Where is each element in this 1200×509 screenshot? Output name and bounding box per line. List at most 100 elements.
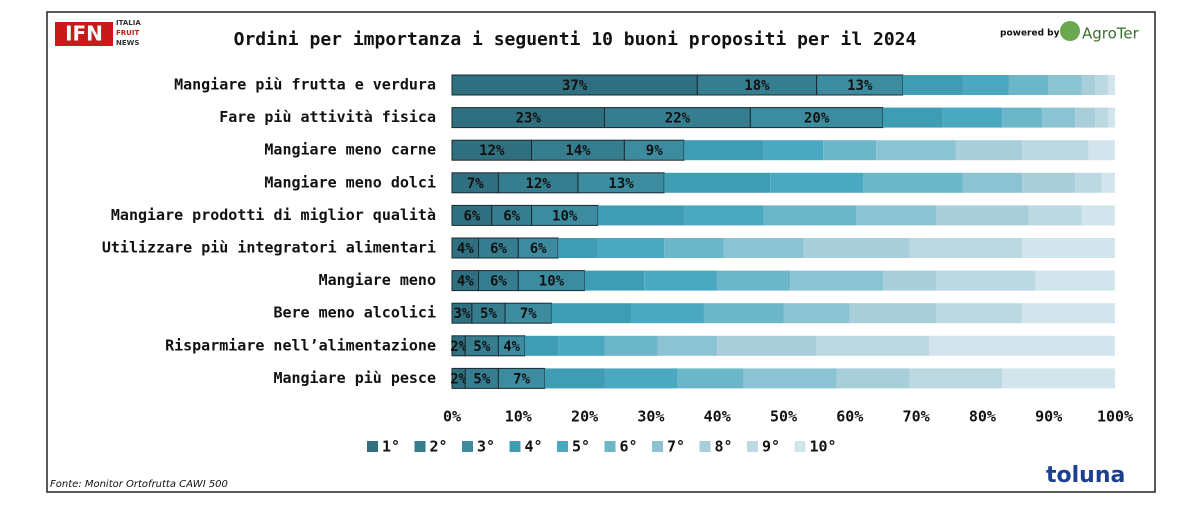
- legend-label: 1°: [382, 438, 400, 456]
- x-tick-label: 80%: [969, 408, 996, 426]
- bar-segment: [677, 368, 744, 389]
- bar-segment: [551, 303, 632, 324]
- bar-segment: [935, 270, 1036, 291]
- bar-segment: [1081, 75, 1096, 95]
- source: Fonte: Monitor Ortofrutta CAWI 500: [50, 479, 228, 490]
- data-label: 6%: [490, 274, 507, 290]
- data-label: 9%: [646, 143, 663, 159]
- bar-segment: [882, 107, 943, 128]
- data-label: 7%: [520, 306, 537, 322]
- legend-swatch: [794, 441, 806, 452]
- y-tick-label: Mangiare meno: [319, 271, 436, 289]
- bar-segment: [558, 238, 598, 258]
- bar-segment: [942, 107, 1003, 128]
- bar-segment: [1042, 107, 1076, 128]
- data-label: 37%: [562, 78, 588, 94]
- bar-segment: [1002, 368, 1115, 389]
- bar-segment: [836, 368, 910, 389]
- legend-label: 8°: [715, 438, 733, 456]
- bar-segment: [962, 172, 1023, 193]
- legend-label: 2°: [430, 438, 448, 456]
- bar-segment: [909, 368, 1003, 389]
- bar-segment: [1028, 205, 1082, 226]
- x-tick-label: 40%: [704, 408, 731, 426]
- x-tick-label: 0%: [443, 408, 461, 426]
- y-tick-label: Risparmiare nell’alimentazione: [165, 336, 436, 354]
- data-label: 4%: [457, 274, 474, 290]
- x-tick-label: 20%: [571, 408, 598, 426]
- bar-segment: [597, 238, 665, 258]
- powered-by: powered by: [1000, 29, 1060, 39]
- bar-segment: [657, 335, 718, 356]
- bar-segment: [517, 237, 559, 259]
- legend-label: 9°: [762, 438, 780, 456]
- bar-segment: [604, 368, 678, 389]
- legend-swatch: [699, 441, 711, 452]
- bar-segment: [717, 335, 817, 356]
- data-label: 18%: [744, 78, 770, 94]
- bar-segment: [684, 205, 764, 226]
- bar-segment: [631, 303, 704, 324]
- data-label: 7%: [513, 371, 530, 387]
- logo: IFN: [65, 22, 103, 46]
- x-tick-label: 30%: [637, 408, 664, 426]
- bar-segment: [743, 368, 837, 389]
- bar-segment: [1095, 75, 1109, 95]
- bar-segment: [544, 368, 605, 389]
- legend-label: 10°: [810, 438, 837, 456]
- bar-segment: [816, 335, 930, 356]
- y-tick-label: Mangiare più frutta e verdura: [174, 76, 436, 94]
- x-tick-label: 70%: [903, 408, 930, 426]
- logo-sub: ITALIA: [116, 19, 141, 27]
- bar-segment: [664, 172, 771, 193]
- logo-sub: FRUIT: [116, 29, 139, 37]
- data-label: 5%: [473, 371, 490, 387]
- bar-segment: [1075, 172, 1102, 193]
- y-tick-label: Bere meno alcolici: [273, 304, 436, 322]
- data-label: 2%: [450, 339, 467, 355]
- bar-segment: [1022, 238, 1115, 258]
- data-label: 10%: [552, 208, 578, 224]
- data-label: 6%: [463, 208, 480, 224]
- x-tick-label: 100%: [1097, 408, 1133, 426]
- bar-segment: [1022, 140, 1089, 161]
- data-label: 13%: [608, 176, 634, 192]
- bar-segment: [876, 140, 956, 161]
- bar-segment: [929, 335, 1115, 356]
- data-label: 12%: [479, 143, 505, 159]
- bar-segment: [1095, 107, 1109, 128]
- bar-segment: [962, 75, 1009, 95]
- legend-swatch: [652, 441, 663, 452]
- bar-segment: [597, 205, 685, 226]
- legend-swatch: [509, 441, 521, 452]
- data-label: 4%: [503, 339, 520, 355]
- x-tick-label: 10%: [505, 408, 532, 426]
- x-tick-label: 60%: [836, 408, 863, 426]
- data-label: 22%: [665, 111, 691, 127]
- data-label: 10%: [539, 274, 565, 290]
- data-label: 2%: [450, 371, 467, 387]
- data-label: 6%: [490, 241, 507, 257]
- bar-segment: [935, 205, 1029, 226]
- bar-segment: [717, 270, 791, 291]
- bar-segment: [749, 107, 884, 129]
- data-label: 20%: [804, 111, 830, 127]
- data-label: 5%: [480, 306, 497, 322]
- bar-segment: [863, 172, 963, 193]
- bar-segment: [790, 270, 883, 291]
- bar-segment: [1108, 75, 1115, 95]
- x-tick-label: 50%: [770, 408, 797, 426]
- bar-segment: [1002, 107, 1043, 128]
- data-label: 12%: [526, 176, 552, 192]
- sponsor: AgroTer: [1082, 25, 1140, 43]
- bar-segment: [783, 303, 850, 324]
- data-label: 7%: [467, 176, 484, 192]
- bar-segment: [849, 303, 936, 324]
- bar-segment: [584, 270, 645, 291]
- legend-label: 4°: [525, 438, 543, 456]
- bar-segment: [644, 270, 718, 291]
- x-tick-label: 90%: [1035, 408, 1062, 426]
- bar-segment: [558, 335, 605, 356]
- bar-segment: [664, 238, 724, 258]
